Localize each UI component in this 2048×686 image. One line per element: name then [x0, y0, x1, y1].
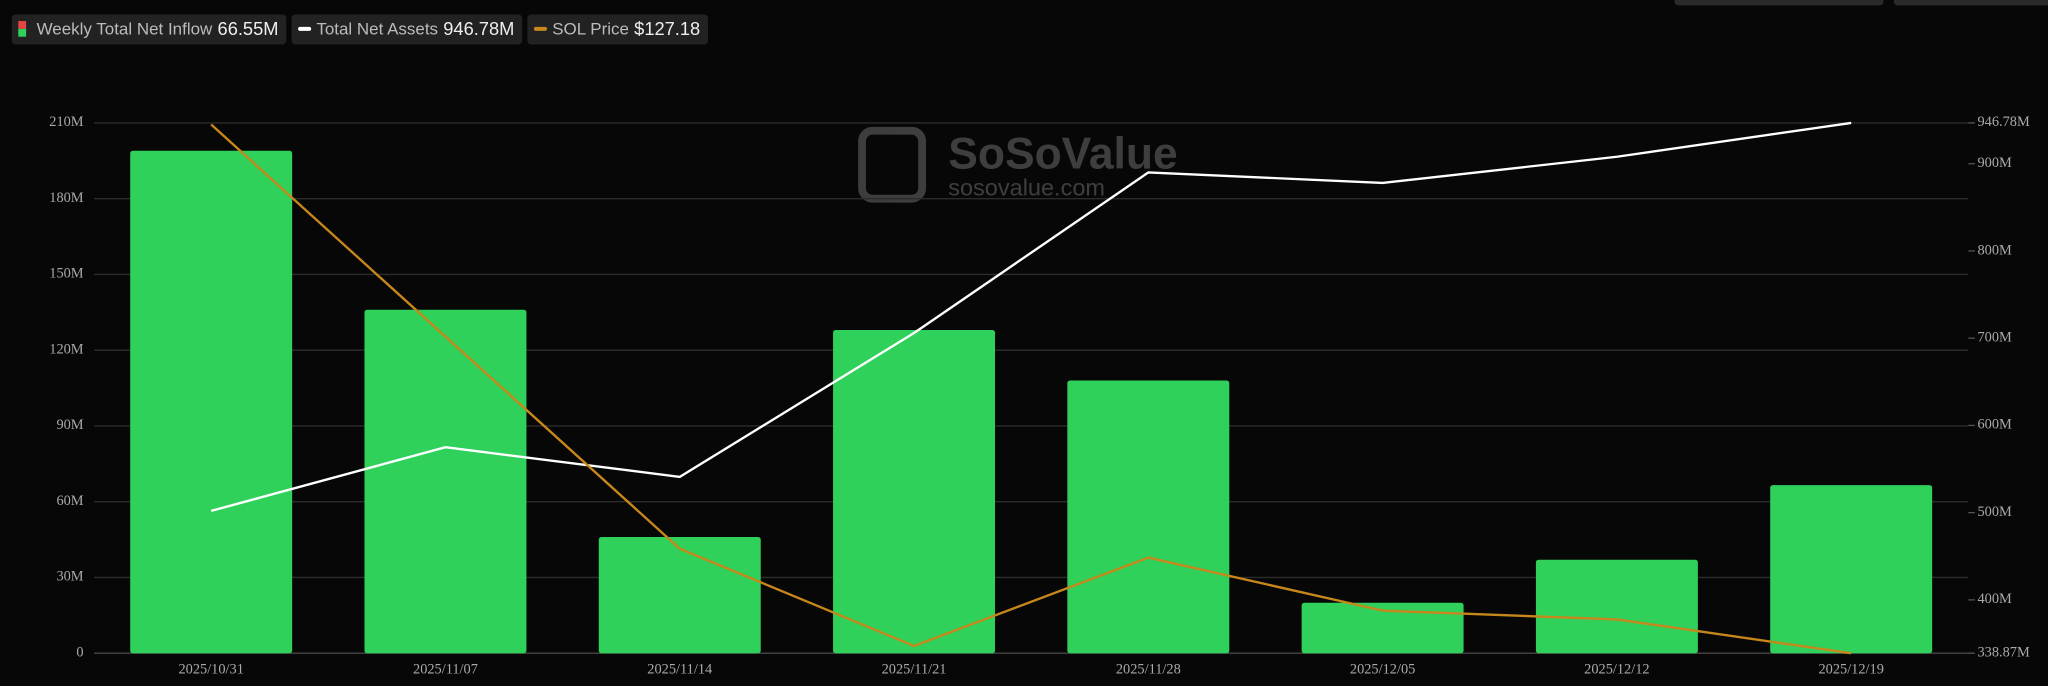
legend-value: 66.55M	[218, 18, 279, 39]
x-tick-label: 2025/11/14	[647, 661, 712, 677]
legend-label: Total Net Assets	[316, 20, 438, 39]
watermark-logo	[858, 126, 927, 203]
legend-item: Weekly Total Net Inflow 66.55M	[11, 14, 287, 45]
y-tick-label: 210M	[49, 114, 84, 130]
x-tick-label: 2025/12/19	[1818, 661, 1883, 677]
toolbar-button[interactable]	[1893, 0, 2048, 6]
bar	[1301, 602, 1464, 654]
legend-label: SOL Price	[552, 20, 629, 39]
y-tick-label: 90M	[56, 417, 83, 433]
x-tick-label: 2025/10/31	[178, 661, 243, 677]
y2-tick-label: 600M	[1977, 417, 2012, 433]
legend-label: Weekly Total Net Inflow	[37, 20, 213, 39]
bar	[833, 329, 996, 654]
legend-swatch	[18, 21, 27, 29]
x-tick-label: 2025/12/05	[1350, 661, 1415, 677]
y-tick-label: 30M	[56, 569, 83, 585]
legend-item: SOL Price $127.18	[527, 14, 709, 45]
legend-value: $127.18	[634, 18, 700, 39]
legend-swatch	[298, 26, 312, 31]
legend-box	[291, 14, 523, 45]
legend-box	[11, 14, 287, 45]
watermark-site: sosovalue.com	[948, 175, 1105, 201]
y2-tick-label: 946.78M	[1977, 114, 2029, 130]
y-tick-label: 60M	[56, 493, 83, 509]
bar	[598, 537, 761, 654]
x-tick-label: 2025/12/12	[1584, 661, 1649, 677]
watermark-brand: SoSoValue	[948, 130, 1177, 179]
x-tick-label: 2025/11/21	[882, 661, 947, 677]
watermark: SoSoValue sosovalue.com	[858, 126, 1178, 203]
line	[210, 121, 1852, 513]
bar	[364, 309, 527, 654]
x-tick-label: 2025/11/28	[1116, 661, 1181, 677]
y2-tick-label: 400M	[1977, 591, 2012, 607]
toolbar-button[interactable]	[1674, 0, 1884, 6]
y-tick-label: 150M	[49, 266, 84, 282]
legend-swatch	[533, 26, 548, 31]
y-tick-label: 180M	[49, 190, 84, 206]
bar	[130, 150, 293, 654]
y-tick-label: 0	[76, 645, 83, 661]
line	[210, 123, 1852, 655]
y2-tick-label: 500M	[1977, 504, 2012, 520]
bar	[1067, 380, 1230, 654]
y2-tick-label: 900M	[1977, 155, 2012, 171]
x-tick-label: 2025/11/07	[413, 661, 478, 677]
legend-value: 946.78M	[443, 18, 514, 39]
bar	[1535, 559, 1698, 654]
bar	[1770, 485, 1933, 654]
y-tick-label: 120M	[49, 341, 84, 357]
y2-tick-label: 338.87M	[1977, 645, 2029, 661]
y2-tick-label: 700M	[1977, 329, 2012, 345]
legend-swatch	[18, 28, 27, 37]
legend-item: Total Net Assets 946.78M	[291, 14, 523, 45]
legend-box	[527, 14, 709, 45]
y2-tick-label: 800M	[1977, 242, 2012, 258]
